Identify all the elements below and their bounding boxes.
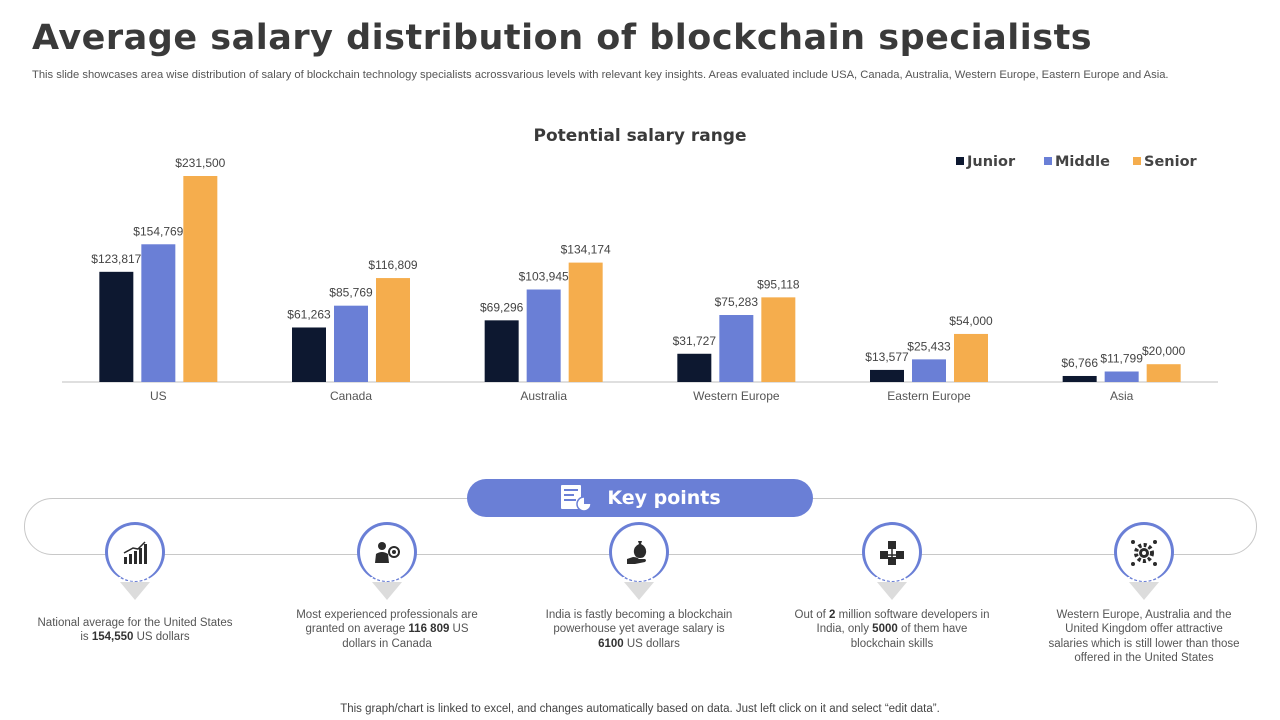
salary-bar-chart[interactable]: Potential salary range Junior Middle Senior… [0,115,1280,415]
data-label-middle: $85,769 [329,286,373,300]
legend-swatch-senior [1133,157,1141,165]
key-points-title: Key points [607,487,721,509]
data-label-senior: $231,500 [175,156,225,170]
money-hand-icon [627,541,647,564]
x-tick-label: US [150,389,167,403]
data-label-middle: $154,769 [133,224,183,238]
bar-senior [1146,364,1181,382]
key-point-5-pointer [1129,582,1159,600]
key-point-1-pointer [120,582,150,600]
bar-senior [568,262,603,382]
presenter-icon [375,542,400,563]
legend-label-senior: Senior [1144,154,1198,170]
key-point-4-text: Out of 2 million software developers in … [794,609,990,650]
bar-middle [719,315,754,382]
data-label-senior: $134,174 [561,243,611,257]
x-tick-label: Eastern Europe [887,389,971,403]
data-label-middle: $11,799 [1100,352,1143,366]
data-label-junior: $61,263 [287,307,331,321]
legend-label-junior: Junior [966,154,1016,170]
bar-senior [761,297,796,382]
bar-junior [870,369,904,382]
bar-junior [99,271,134,382]
bar-senior [954,333,988,382]
key-point-2-pointer [372,582,402,600]
key-points-header: Key points [467,479,813,517]
bar-junior [484,320,519,382]
data-label-senior: $20,000 [1142,344,1186,358]
key-point-2-badge [357,522,417,582]
data-label-junior: $123,817 [91,252,141,266]
key-point-2-text: Most experienced professionals are grant… [296,609,478,650]
key-point-4-pointer [877,582,907,600]
key-point-5-text: Western Europe, Australia and the United… [1048,609,1240,664]
data-label-junior: $13,577 [865,350,909,364]
key-point-3-text: India is fastly becoming a blockchain po… [545,609,733,650]
page-subtitle: This slide showcases area wise distribut… [32,69,1169,81]
data-label-junior: $6,766 [1061,356,1098,370]
x-tick-label: Asia [1110,389,1134,403]
bar-middle [1104,371,1139,382]
x-tick-label: Canada [330,389,372,403]
bar-junior [677,353,712,382]
bar-junior [1062,375,1097,382]
data-label-junior: $69,296 [480,300,524,314]
x-tick-label: Western Europe [693,389,780,403]
data-label-senior: $54,000 [949,314,993,328]
key-point-3-badge [609,522,669,582]
key-point-1-text: National average for the United States i… [37,617,233,644]
key-point-4-badge [862,522,922,582]
data-label-senior: $116,809 [368,258,417,272]
bar-middle [526,289,561,382]
data-label-middle: $103,945 [519,270,569,284]
bar-middle [334,305,368,382]
legend-label-middle: Middle [1055,154,1110,170]
x-tick-label: Australia [520,389,567,403]
data-label-middle: $75,283 [715,295,759,309]
bar-growth-icon [123,541,147,564]
page-title: Average salary distribution of blockchai… [32,18,1093,58]
bar-middle [141,244,176,382]
legend-swatch-middle [1044,157,1052,165]
chart-title: Potential salary range [534,126,747,146]
data-label-junior: $31,727 [673,334,717,348]
gear-network-icon [1131,540,1157,566]
bar-senior [376,278,410,382]
blockchain-network-icon [880,541,904,565]
key-point-5-badge [1114,522,1174,582]
legend-swatch-junior [956,157,964,165]
key-point-1-badge [105,522,165,582]
bar-senior [183,176,218,382]
key-point-3-pointer [624,582,654,600]
chart-document-icon [561,485,593,512]
bar-junior [292,327,326,382]
footer-note: This graph/chart is linked to excel, and… [340,703,940,715]
data-label-middle: $25,433 [907,339,951,353]
bar-middle [912,359,946,382]
data-label-senior: $95,118 [757,277,800,291]
